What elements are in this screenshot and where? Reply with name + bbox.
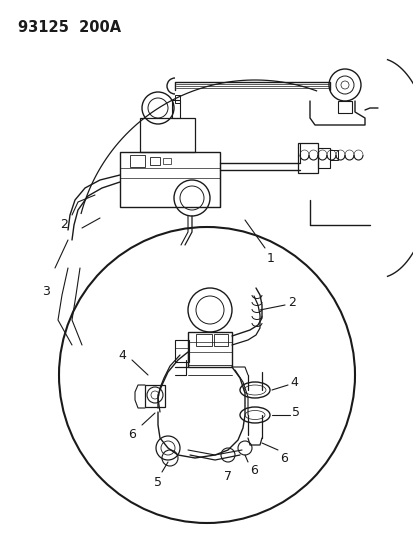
Bar: [130, 155, 145, 167]
Text: 5: 5: [154, 476, 161, 489]
Text: 3: 3: [42, 285, 50, 298]
Bar: [171, 100, 180, 118]
Bar: [175, 340, 189, 362]
Bar: [317, 148, 329, 168]
Text: 6: 6: [279, 452, 287, 465]
Bar: [175, 95, 180, 103]
Bar: [120, 152, 219, 207]
Bar: [195, 334, 211, 346]
Text: 4: 4: [289, 376, 297, 390]
Text: 5: 5: [291, 407, 299, 419]
Bar: [297, 143, 317, 173]
Bar: [188, 332, 231, 367]
Bar: [337, 101, 351, 113]
Bar: [214, 334, 228, 346]
Bar: [329, 150, 337, 160]
Text: 1: 1: [266, 252, 274, 265]
Text: 2: 2: [60, 219, 68, 231]
Text: 6: 6: [128, 428, 136, 441]
Text: 4: 4: [118, 350, 126, 362]
Text: 93125  200A: 93125 200A: [18, 20, 121, 35]
Text: 6: 6: [249, 464, 257, 477]
Text: 7: 7: [223, 470, 231, 483]
Bar: [163, 158, 171, 164]
Bar: [140, 118, 195, 152]
Bar: [150, 157, 159, 165]
Bar: [145, 385, 165, 407]
Text: 2: 2: [287, 296, 295, 310]
